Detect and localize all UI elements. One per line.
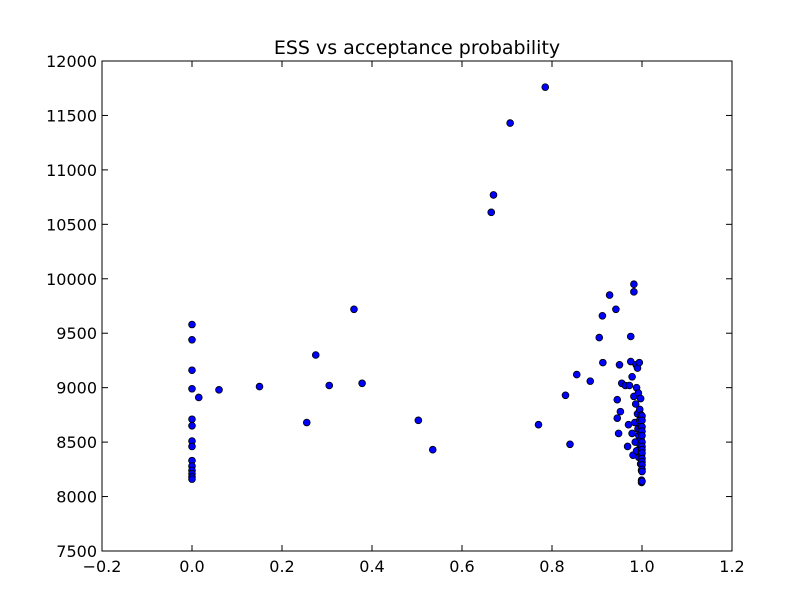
- scatter-point: [572, 370, 581, 379]
- plot-frame: [101, 60, 733, 552]
- scatter-point: [506, 119, 514, 127]
- scatter-point: [630, 280, 638, 289]
- scatter-point: [636, 394, 645, 403]
- y-tick-label: 7500: [56, 542, 97, 561]
- scatter-point: [638, 477, 646, 486]
- x-tick-label: 0.4: [359, 557, 384, 576]
- scatter-point: [188, 320, 196, 329]
- scatter-point: [586, 377, 595, 385]
- scatter-point: [599, 358, 607, 367]
- scatter-point: [358, 379, 366, 388]
- scatter-point: [188, 442, 196, 451]
- scatter-point: [616, 407, 625, 416]
- scatter-point: [635, 358, 644, 367]
- scatter-point: [188, 366, 196, 375]
- scatter-point: [626, 357, 635, 366]
- scatter-point: [188, 335, 196, 344]
- scatter-point: [638, 467, 646, 476]
- scatter-point: [628, 372, 636, 381]
- scatter-point: [325, 381, 334, 390]
- y-tick-label: 8000: [56, 488, 97, 507]
- x-tick-label: 0.8: [539, 557, 564, 576]
- scatter-point: [615, 360, 624, 369]
- scatter-point: [311, 351, 320, 359]
- scatter-point: [489, 191, 498, 199]
- scatter-point: [624, 420, 633, 429]
- ticks-layer: −0.2 0.0 0.2 0.4 0.6 0.8 1.0 1.2 7500 8000 8500 900…: [46, 52, 745, 576]
- scatter-point: [631, 400, 640, 408]
- scatter-point: [350, 305, 358, 314]
- x-tick-label: 0.0: [179, 557, 204, 576]
- chart-title: ESS vs acceptance probability: [274, 37, 560, 59]
- scatter-point: [638, 416, 646, 425]
- scatter-point: [638, 431, 646, 440]
- y-tick-label: 10000: [46, 270, 97, 289]
- scatter-point: [255, 382, 264, 391]
- scatter-point: [598, 311, 607, 320]
- scatter-point: [595, 333, 604, 342]
- scatter-point: [534, 420, 543, 429]
- scatter-point: [541, 83, 550, 91]
- scatter-point: [623, 442, 632, 451]
- y-tick-label: 11500: [46, 106, 97, 125]
- scatter-point: [561, 391, 570, 400]
- scatter-point: [630, 288, 638, 296]
- scatter-point: [188, 415, 196, 424]
- scatter-point: [302, 418, 311, 427]
- scatter-point: [613, 395, 622, 404]
- scatter-point: [188, 384, 196, 393]
- scatter-point: [194, 393, 203, 402]
- y-tick-label: 8500: [56, 433, 97, 452]
- scatter-point: [628, 429, 636, 438]
- scatter-point: [188, 421, 196, 430]
- scatter-point: [625, 381, 634, 390]
- y-tick-label: 10500: [46, 215, 97, 234]
- points-layer: [188, 83, 646, 487]
- scatter-point: [215, 386, 223, 394]
- x-tick-label: 1.0: [629, 557, 654, 576]
- scatter-point: [428, 445, 437, 454]
- scatter-point: [605, 291, 614, 299]
- scatter-point: [566, 440, 574, 449]
- scatter-point: [612, 305, 620, 314]
- y-tick-label: 9500: [56, 324, 97, 343]
- y-tick-label: 12000: [46, 52, 97, 71]
- scatter-point: [414, 416, 423, 425]
- scatter-point: [487, 208, 496, 217]
- y-tick-label: 11000: [46, 161, 97, 180]
- x-tick-label: 0.2: [269, 557, 294, 576]
- x-tick-label: 0.6: [449, 557, 474, 576]
- scatter-point: [188, 475, 196, 483]
- x-tick-label: −0.2: [83, 557, 122, 576]
- x-tick-label: 1.2: [719, 557, 744, 576]
- scatter-point: [626, 332, 635, 341]
- scatter-point: [614, 429, 623, 438]
- scatter-point: [613, 414, 622, 422]
- y-tick-label: 9000: [56, 379, 97, 398]
